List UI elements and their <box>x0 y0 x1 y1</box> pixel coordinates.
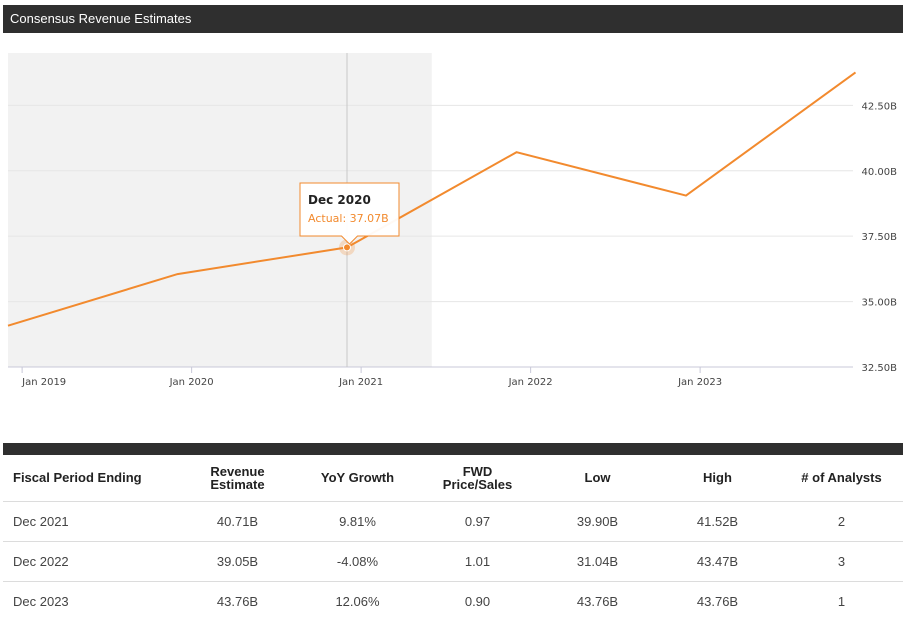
hover-point <box>343 243 351 252</box>
chart-title-bar: Consensus Revenue Estimates <box>3 5 903 33</box>
data-point[interactable] <box>682 192 690 200</box>
cell-revenue-estimate: 43.76B <box>216 593 259 609</box>
cell-fwd-price-sales: 0.97 <box>415 501 540 542</box>
cell-analysts: 1 <box>837 593 846 609</box>
data-point[interactable] <box>513 148 521 156</box>
col-header-high[interactable]: High <box>655 455 780 502</box>
estimates-table: Fiscal Period Ending Revenue Estimate YoY… <box>3 455 903 621</box>
y-tick-label: 37.50B <box>862 232 898 243</box>
x-tick-label: Jan 2023 <box>677 377 722 388</box>
cell-low: 31.04B <box>540 541 655 582</box>
col-header-analysts[interactable]: # of Analysts <box>780 455 903 502</box>
cell-low: 43.76B <box>576 593 619 609</box>
cell-yoy-growth: 9.81% <box>300 501 415 542</box>
table-header-row: Fiscal Period Ending Revenue Estimate YoY… <box>3 455 903 502</box>
cell-yoy-growth: 12.06% <box>335 593 380 609</box>
revenue-line-chart[interactable]: 32.50B 35.00B 37.50B 40.00B 42.50B Jan 2019 Ja… <box>0 33 908 393</box>
table-row: Dec 2023 43.76B 12.06% 0.90 43.76B 43.76… <box>3 581 903 621</box>
tooltip-box <box>299 182 400 245</box>
table-row: Dec 2022 39.05B -4.08% 1.01 31.04B 43.47… <box>3 541 903 582</box>
y-tick-label: 35.00B <box>862 298 898 309</box>
data-point[interactable] <box>852 68 860 76</box>
col-header-fwd-price-sales[interactable]: FWD Price/Sales <box>415 455 540 502</box>
series-line-revenue <box>7 71 857 327</box>
cell-fiscal-period: Dec 2023 <box>13 593 69 609</box>
cell-analysts: 3 <box>780 541 903 582</box>
x-tick-label: Jan 2021 <box>338 377 383 388</box>
col-header-low[interactable]: Low <box>540 455 655 502</box>
cell-fwd-price-sales: 1.01 <box>415 541 540 582</box>
data-point[interactable] <box>174 270 182 278</box>
y-tick-label: 32.50B <box>862 363 898 374</box>
tooltip: Dec 2020 Actual: 37.07B <box>299 182 400 245</box>
tooltip-title: Dec 2020 <box>308 193 371 207</box>
cell-high: 41.52B <box>655 501 780 542</box>
cell-revenue-estimate: 40.71B <box>175 501 300 542</box>
cell-low: 39.90B <box>540 501 655 542</box>
x-tick-label: Jan 2022 <box>508 377 553 388</box>
cell-yoy-growth: -4.08% <box>300 541 415 582</box>
x-tick-label: Jan 2019 <box>21 377 66 388</box>
tooltip-value: Actual: 37.07B <box>308 212 389 225</box>
cell-fiscal-period: Dec 2021 <box>3 501 175 542</box>
cell-fiscal-period: Dec 2022 <box>3 541 175 582</box>
table-row: Dec 2021 40.71B 9.81% 0.97 39.90B 41.52B… <box>3 501 903 542</box>
y-tick-label: 40.00B <box>862 167 898 178</box>
cell-analysts: 2 <box>780 501 903 542</box>
cell-revenue-estimate: 39.05B <box>175 541 300 582</box>
x-tick-label: Jan 2020 <box>169 377 214 388</box>
col-header-fiscal-period[interactable]: Fiscal Period Ending <box>3 455 175 502</box>
col-header-yoy-growth[interactable]: YoY Growth <box>300 455 415 502</box>
y-tick-label: 42.50B <box>862 101 898 112</box>
table-header-bar <box>3 443 903 455</box>
col-header-revenue-estimate[interactable]: Revenue Estimate <box>175 455 300 502</box>
cell-fwd-price-sales: 0.90 <box>464 593 491 609</box>
cell-high: 43.76B <box>696 593 739 609</box>
cell-high: 43.47B <box>655 541 780 582</box>
chart-title: Consensus Revenue Estimates <box>10 11 192 26</box>
